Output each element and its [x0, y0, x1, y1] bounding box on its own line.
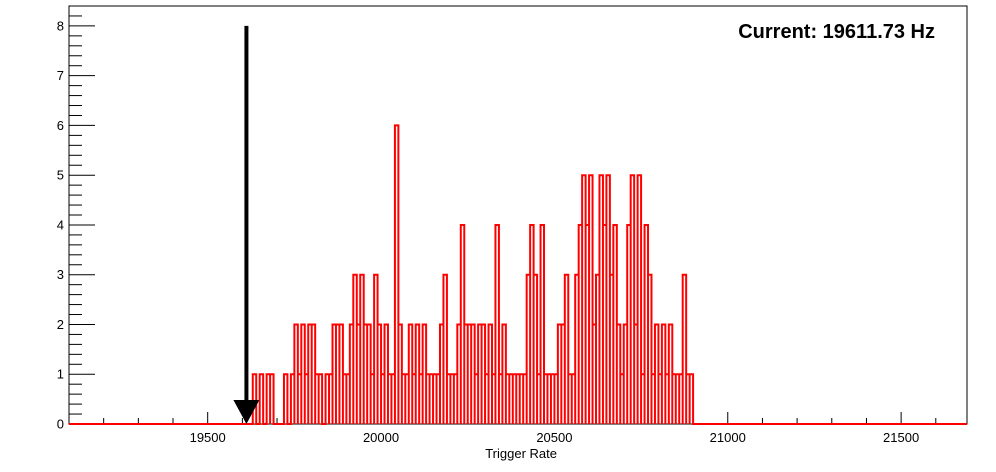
- y-tick-label: 0: [57, 417, 64, 432]
- y-tick-label: 1: [57, 367, 64, 382]
- x-axis-ticks: 19500 20000 20500 21000 21500: [68, 412, 937, 445]
- x-tick-label: 21000: [710, 430, 746, 445]
- current-rate-label: Current: 19611.73 Hz: [738, 21, 935, 43]
- y-tick-label: 2: [57, 317, 64, 332]
- x-tick-label: 20000: [363, 430, 399, 445]
- x-tick-label: 20500: [536, 430, 572, 445]
- y-tick-label: 7: [57, 68, 64, 83]
- y-tick-label: 6: [57, 118, 64, 133]
- current-rate-arrow: [233, 25, 260, 424]
- y-tick-label: 5: [57, 168, 64, 183]
- x-axis-title: Trigger Rate: [485, 446, 557, 461]
- y-tick-label: 4: [57, 217, 64, 232]
- plot-frame: [68, 5, 968, 425]
- histogram-outline: [69, 124, 967, 425]
- x-tick-label: 19500: [190, 430, 226, 445]
- arrow-head: [233, 400, 260, 424]
- y-axis-ticks: 0 1 2 3 4 5 6 7 8: [57, 5, 95, 432]
- x-tick-label: 21500: [883, 430, 919, 445]
- y-tick-label: 8: [57, 18, 64, 33]
- y-tick-label: 3: [57, 267, 64, 282]
- histogram-series: [69, 124, 967, 425]
